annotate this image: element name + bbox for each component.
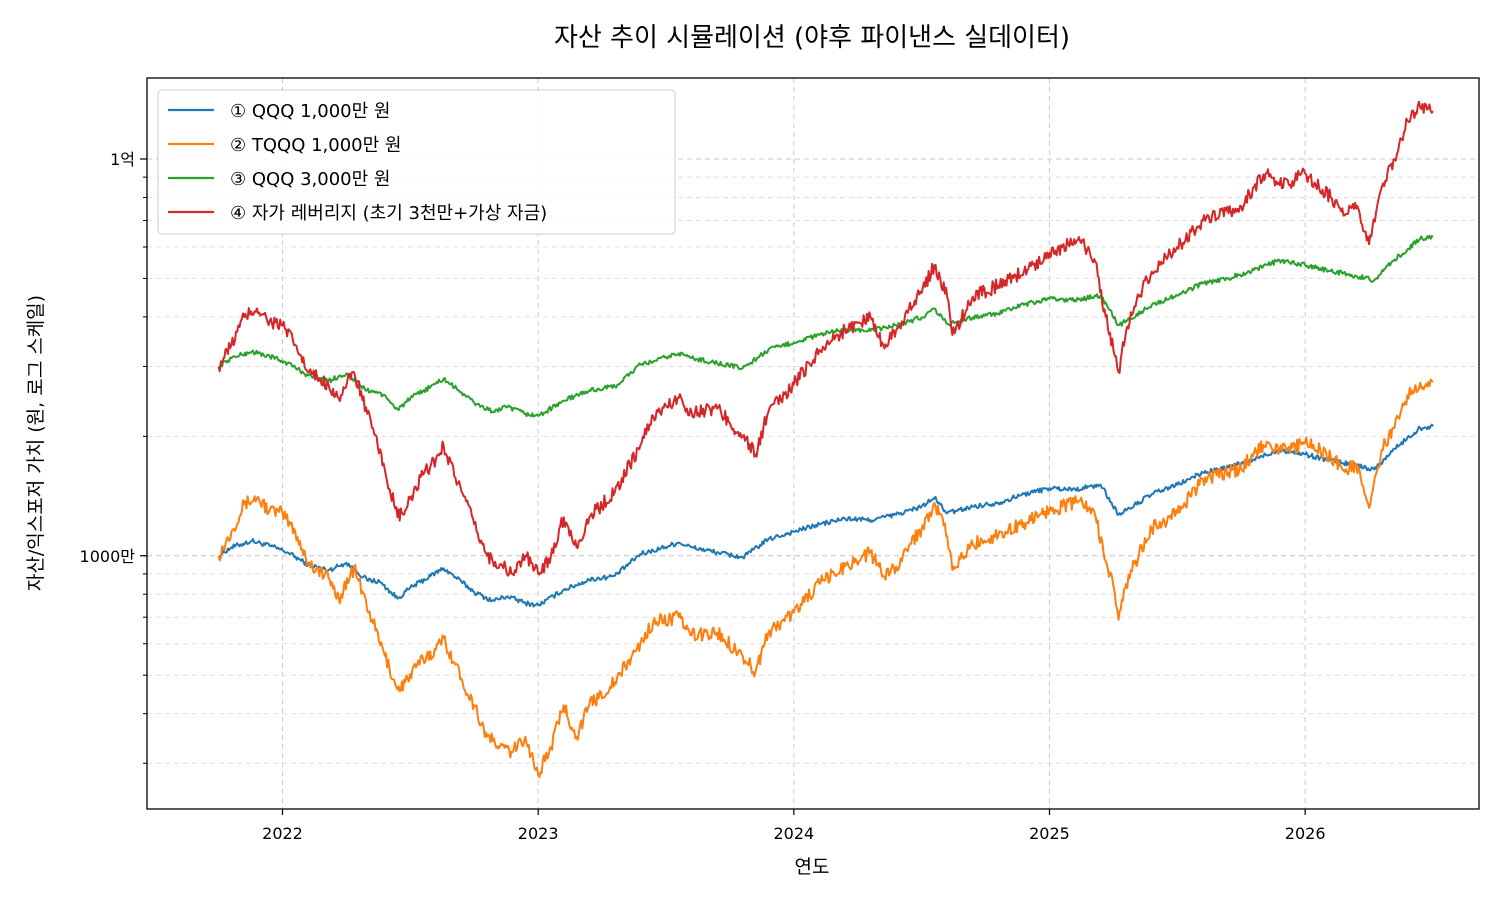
tick-layer: 2022 2023 2024 2025 2026 1000만 1억 [80,150,1326,843]
x-axis-label: 연도 [795,856,830,878]
legend-box [157,89,676,235]
y-tick-label: 1억 [110,150,135,169]
x-tick-label: 2025 [1029,824,1070,843]
y-axis-label: 자산/익스포저 가치 (원, 로그 스케일) [25,295,47,591]
legend-label: ③ QQQ 3,000만 원 [230,169,390,190]
legend: ① QQQ 1,000만 원 ② TQQQ 1,000만 원 ③ QQQ 3,000… [157,89,676,235]
chart-title: 자산 추이 시뮬레이션 (야후 파이낸스 실데이터) [554,23,1070,53]
grid-layer [147,78,1479,809]
y-tick-label: 1000만 [80,547,136,566]
plot-frame [146,77,1480,810]
series-line-4 [217,100,1434,577]
series-line-2 [217,378,1434,779]
legend-label: ④ 자가 레버리지 (초기 3천만+가상 자금) [230,203,547,224]
legend-label: ① QQQ 1,000만 원 [230,101,390,122]
x-tick-label: 2023 [518,824,559,843]
series-line-3 [217,234,1434,418]
x-tick-label: 2026 [1285,824,1326,843]
legend-label: ② TQQQ 1,000만 원 [230,135,401,156]
x-tick-label: 2024 [773,824,814,843]
x-tick-label: 2022 [262,824,303,843]
series-layer [217,100,1434,779]
